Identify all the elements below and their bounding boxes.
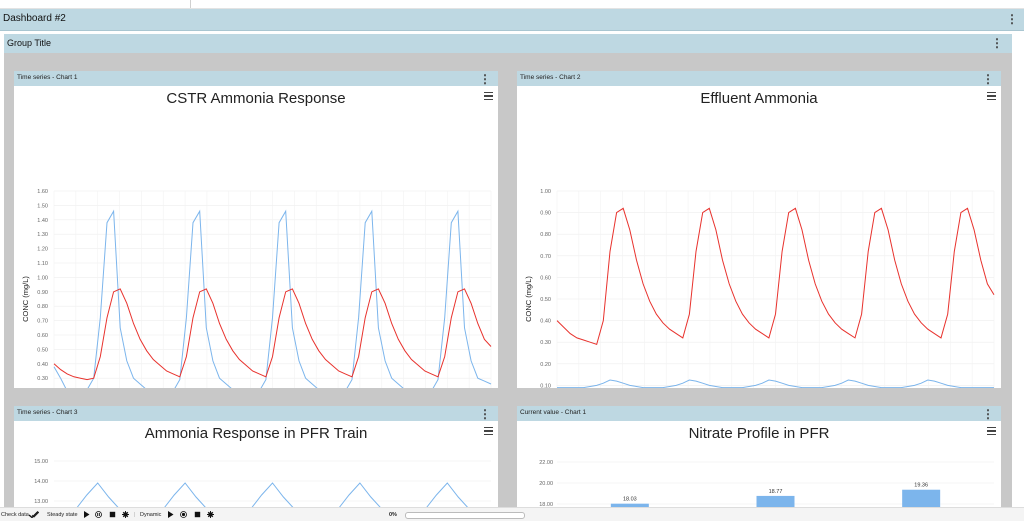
- footer-divider: |: [134, 512, 136, 518]
- y-tick-label: 1.30: [37, 232, 48, 238]
- y-tick-label: 14.00: [34, 479, 48, 485]
- hamburger-menu-icon[interactable]: [484, 427, 493, 435]
- data-label: 19.36: [914, 483, 928, 489]
- dynamic-record-icon[interactable]: [180, 511, 187, 518]
- y-axis-label: CONC (mg/L): [21, 276, 30, 322]
- group-menu-kebab-icon[interactable]: ⋮: [991, 36, 1003, 50]
- y-tick-label: 0.30: [37, 376, 48, 382]
- y-tick-label: 22.00: [539, 460, 553, 466]
- y-tick-label: 1.10: [37, 261, 48, 267]
- card-body: CSTR Ammonia Response 0.100.200.300.400.…: [14, 86, 498, 388]
- chart-card-1: Time series - Chart 1 ⋮ CSTR Ammonia Res…: [14, 71, 498, 388]
- footer-toolbar: Check data Steady state | Dynamic 0%: [0, 507, 1024, 521]
- card-header: Time series - Chart 1 ⋮: [14, 71, 498, 86]
- chart-card-3: Time series - Chart 3 ⋮ Ammonia Response…: [14, 406, 498, 516]
- y-tick-label: 1.50: [37, 203, 48, 209]
- card-menu-kebab-icon[interactable]: ⋮: [479, 72, 491, 86]
- data-label: 18.03: [623, 497, 637, 503]
- y-tick-label: 15.00: [34, 459, 48, 465]
- line-chart-svg: 0.000.100.200.300.400.500.600.700.800.90…: [524, 189, 995, 388]
- card-body: Nitrate Profile in PFR 18.00 20.00 22.00 18…: [517, 421, 1001, 516]
- card-header: Current value - Chart 1 ⋮: [517, 406, 1001, 421]
- y-tick-label: 0.20: [540, 362, 551, 368]
- y-tick-label: 0.70: [540, 254, 551, 260]
- chart-title: Ammonia Response in PFR Train: [144, 425, 368, 442]
- y-axis-label: CONC (mg/L): [524, 276, 533, 322]
- check-data-icon[interactable]: [29, 511, 39, 518]
- top-separator: [190, 0, 191, 8]
- dynamic-stop-icon[interactable]: [194, 511, 201, 518]
- card-menu-kebab-icon[interactable]: ⋮: [982, 407, 994, 421]
- group-header: Group Title ⋮: [4, 34, 1012, 53]
- top-strip: [0, 0, 1024, 9]
- bar-chart-svg: 18.00 20.00 22.00 18.03 18.77 19.36: [539, 460, 994, 516]
- y-tick-label: 0.60: [37, 333, 48, 339]
- y-tick-label: 0.30: [540, 340, 551, 346]
- dashboard-title: Dashboard #2: [3, 13, 66, 24]
- y-tick-label: 0.90: [540, 211, 551, 217]
- hamburger-menu-icon[interactable]: [987, 427, 996, 435]
- y-tick-label: 0.80: [37, 304, 48, 310]
- y-tick-label: 0.70: [37, 319, 48, 325]
- dynamic-play-icon[interactable]: [167, 511, 174, 518]
- y-tick-label: 13.00: [34, 499, 48, 505]
- y-tick-label: 18.00: [539, 502, 553, 508]
- card-title: Time series - Chart 3: [17, 409, 78, 416]
- chart-title: CSTR Ammonia Response: [166, 90, 346, 107]
- y-tick-label: 0.50: [540, 297, 551, 303]
- card-title: Time series - Chart 1: [17, 74, 78, 81]
- series-line: [557, 379, 994, 388]
- y-tick-label: 0.40: [37, 362, 48, 368]
- group-panel: Group Title ⋮ Time series - Chart 1 ⋮ CS…: [4, 34, 1012, 516]
- steady-play-icon[interactable]: [83, 511, 90, 518]
- chart-card-2: Time series - Chart 2 ⋮ Effluent Ammonia…: [517, 71, 1001, 388]
- card-body: Ammonia Response in PFR Train 12.0013.00…: [14, 421, 498, 516]
- data-label: 18.77: [769, 489, 783, 495]
- card-title: Time series - Chart 2: [520, 74, 581, 81]
- group-title: Group Title: [7, 38, 52, 48]
- chart-card-4: Current value - Chart 1 ⋮ Nitrate Profil…: [517, 406, 1001, 516]
- y-tick-label: 0.50: [37, 347, 48, 353]
- dynamic-gear-icon[interactable]: [207, 511, 214, 518]
- chart-title: Effluent Ammonia: [700, 90, 818, 107]
- y-tick-label: 20.00: [539, 481, 553, 487]
- y-tick-label: 0.60: [540, 275, 551, 281]
- y-tick-label: 0.80: [540, 232, 551, 238]
- progress-bar: [405, 512, 525, 519]
- card-menu-kebab-icon[interactable]: ⋮: [479, 407, 491, 421]
- series-line: [53, 288, 492, 381]
- y-tick-label: 0.10: [540, 383, 551, 388]
- chart-title: Nitrate Profile in PFR: [688, 425, 830, 442]
- series-line: [556, 207, 995, 346]
- dynamic-label: Dynamic: [140, 512, 162, 518]
- y-tick-label: 1.60: [37, 189, 48, 195]
- y-tick-label: 1.20: [37, 247, 48, 253]
- series-line: [53, 209, 492, 388]
- card-menu-kebab-icon[interactable]: ⋮: [982, 72, 994, 86]
- card-title: Current value - Chart 1: [520, 409, 587, 416]
- dashboard-menu-kebab-icon[interactable]: ⋮: [1006, 12, 1018, 26]
- hamburger-menu-icon[interactable]: [484, 92, 493, 100]
- progress-label: 0%: [389, 512, 397, 518]
- steady-pause-icon[interactable]: [95, 511, 102, 518]
- steady-stop-icon[interactable]: [109, 511, 116, 518]
- card-header: Time series - Chart 3 ⋮: [14, 406, 498, 421]
- card-header: Time series - Chart 2 ⋮: [517, 71, 1001, 86]
- check-data-label: Check data: [1, 512, 29, 518]
- steady-gear-icon[interactable]: [122, 511, 129, 518]
- y-tick-label: 0.40: [540, 319, 551, 325]
- y-tick-label: 1.40: [37, 218, 48, 224]
- y-tick-label: 1.00: [37, 275, 48, 281]
- y-tick-label: 1.00: [540, 189, 551, 195]
- dashboard-header: Dashboard #2 ⋮: [0, 9, 1024, 31]
- hamburger-menu-icon[interactable]: [987, 92, 996, 100]
- card-body: Effluent Ammonia 0.000.100.200.300.400.5…: [517, 86, 1001, 388]
- steady-state-label: Steady state: [47, 512, 78, 518]
- line-chart-svg: 0.100.200.300.400.500.600.700.800.901.00…: [21, 189, 492, 388]
- y-tick-label: 0.90: [37, 290, 48, 296]
